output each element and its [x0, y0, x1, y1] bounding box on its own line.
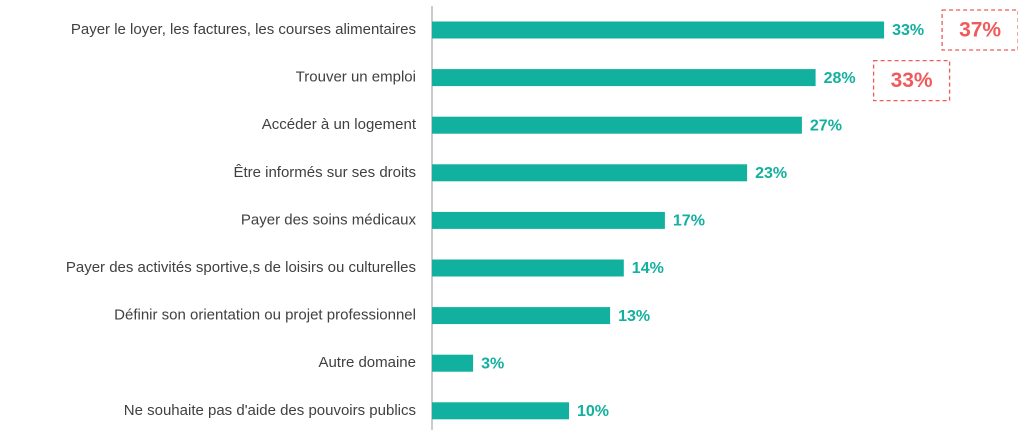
bar	[432, 211, 665, 229]
annotation-box	[941, 9, 1018, 51]
value-label: 23%	[755, 165, 787, 182]
category-label: Payer des soins médicaux	[241, 211, 417, 228]
category-label: Ne souhaite pas d'aide des pouvoirs publ…	[124, 402, 416, 419]
value-label: 14%	[632, 260, 664, 277]
category-label: Accéder à un logement	[262, 116, 417, 133]
bar	[432, 164, 748, 182]
value-label: 10%	[577, 403, 609, 420]
annotation: 33%	[891, 69, 933, 92]
bar	[432, 402, 569, 420]
bar	[432, 354, 474, 372]
value-label: 28%	[824, 70, 856, 87]
category-label: Définir son orientation ou projet profes…	[114, 307, 416, 324]
value-label: 13%	[618, 308, 650, 325]
value-label: 3%	[481, 355, 504, 372]
annotation-box	[872, 59, 951, 102]
annotation: 37%	[959, 19, 1001, 42]
bar	[432, 116, 802, 134]
category-label: Être informés sur ses droits	[233, 164, 416, 181]
value-label: 27%	[810, 117, 842, 134]
category-label: Payer des activités sportive,s de loisir…	[66, 259, 416, 276]
bar	[432, 259, 624, 277]
bar	[432, 69, 816, 87]
category-label: Autre domaine	[318, 354, 416, 371]
value-label: 17%	[673, 213, 705, 230]
bar	[432, 307, 611, 325]
value-label: 33%	[892, 22, 924, 39]
category-label: Payer le loyer, les factures, les course…	[71, 21, 416, 38]
category-label: Trouver un emploi	[296, 69, 416, 86]
bar	[432, 21, 885, 39]
